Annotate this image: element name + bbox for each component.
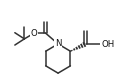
Text: N: N [55, 39, 61, 48]
Text: O: O [31, 29, 37, 38]
Text: OH: OH [101, 40, 114, 49]
